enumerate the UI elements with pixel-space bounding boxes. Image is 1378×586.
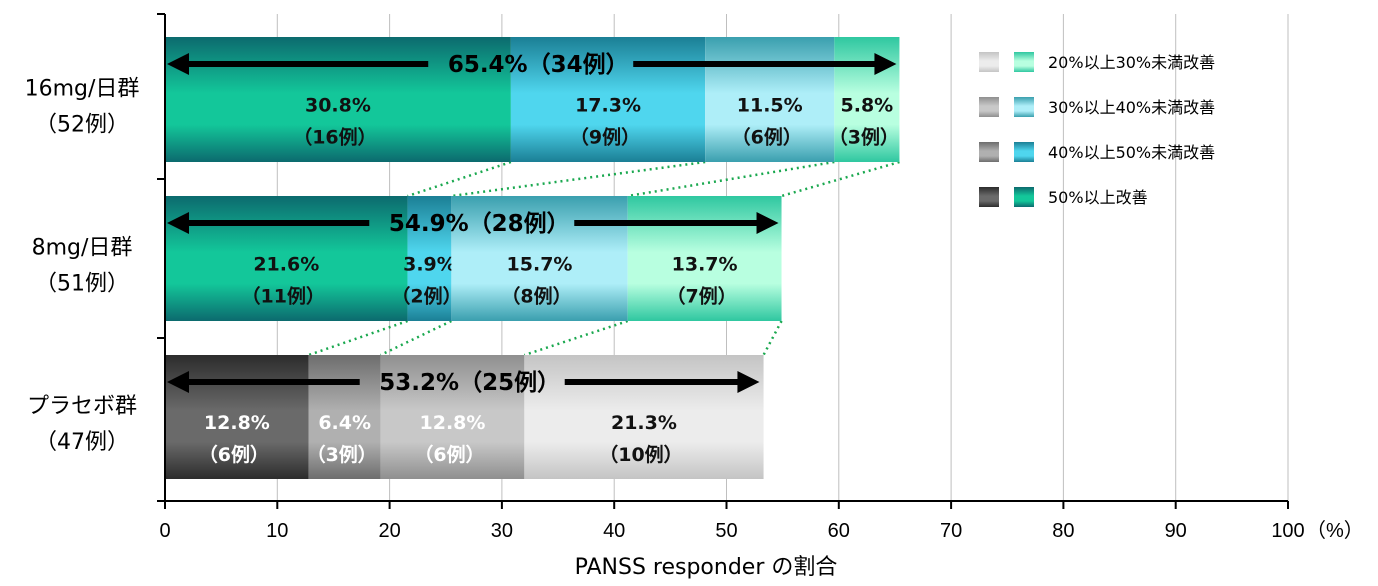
segment-count-label: （3例） [307, 443, 377, 466]
x-tick-label: 100 [1271, 520, 1304, 542]
segment-percent-label: 21.3% [611, 412, 677, 434]
category-count-label: （52例） [35, 113, 129, 138]
segment-percent-label: 15.7% [507, 254, 573, 276]
x-tick-label: 80 [1052, 520, 1074, 542]
x-tick-label: 40 [603, 520, 625, 542]
total-arrow-right-head [874, 53, 897, 75]
total-arrow-right-head [737, 371, 760, 393]
connector-line [380, 319, 452, 357]
segment-percent-label: 13.7% [672, 254, 738, 276]
legend-label: 50%以上改善 [1048, 188, 1148, 207]
category-label: プラセボ群 [27, 394, 137, 419]
connector-line [407, 160, 512, 198]
bar-segment [407, 196, 452, 321]
x-tick-label: 30 [491, 520, 513, 542]
segment-percent-label: 12.8% [420, 412, 486, 434]
legend-swatch-gray [979, 52, 999, 72]
segment-count-label: （11例） [242, 285, 325, 308]
segment-count-label: （3例） [829, 126, 899, 149]
segment-count-label: （6例） [414, 443, 484, 466]
bar-segment [510, 37, 706, 162]
legend-swatch-gray [979, 97, 999, 117]
legend-label: 40%以上50%未満改善 [1048, 143, 1215, 162]
x-tick-label: 0 [159, 520, 170, 542]
segment-count-label: （10例） [599, 443, 682, 466]
bar-segment [165, 37, 511, 162]
category-count-label: （47例） [35, 430, 129, 455]
total-arrow-left-head [167, 53, 189, 75]
bar-segment [380, 355, 525, 479]
segment-count-label: （8例） [501, 285, 571, 308]
legend-swatch-green [1014, 97, 1034, 117]
connector-line [781, 160, 900, 198]
bar-segment [705, 37, 835, 162]
segment-count-label: （7例） [666, 285, 736, 308]
bars: 30.8% （16例） 17.3% （9例） 11.5% （6例） 5.8% （3例） 65.4… [25, 37, 900, 479]
category-count-label: （51例） [35, 272, 129, 297]
x-tick-label: 60 [828, 520, 850, 542]
x-tick-label: 10 [266, 520, 288, 542]
connector-line [523, 319, 629, 357]
x-axis-title: PANSS responder の割合 [575, 555, 838, 580]
segment-percent-label: 21.6% [253, 254, 319, 276]
segment-percent-label: 30.8% [305, 95, 371, 117]
connector-line [451, 160, 706, 198]
bar-group: 30.8% （16例） 17.3% （9例） 11.5% （6例） 5.8% （3例） 65.4… [25, 37, 900, 162]
category-label: 16mg/日群 [25, 77, 140, 102]
x-tick-label: 70 [940, 520, 962, 542]
x-tick-label: 50 [715, 520, 737, 542]
bar-segment [524, 355, 764, 479]
legend-label: 20%以上30%未満改善 [1048, 53, 1215, 72]
total-arrow-right-head [756, 212, 779, 234]
x-axis-unit: （%） [1306, 519, 1364, 542]
bar-segment [451, 196, 628, 321]
segment-percent-label: 17.3% [575, 95, 641, 117]
segment-count-label: （6例） [732, 126, 802, 149]
legend-swatch-gray [979, 142, 999, 162]
segment-percent-label: 3.9% [403, 254, 456, 276]
axes: 0 10 20 30 40 50 60 70 80 90 100 [157, 13, 1305, 542]
total-arrow-left-head [167, 371, 189, 393]
segment-count-label: （6例） [199, 443, 269, 466]
total-label: 65.4%（34例） [448, 51, 629, 78]
segment-percent-label: 11.5% [737, 95, 803, 117]
connector-line [627, 160, 835, 198]
legend: 20%以上30%未満改善 30%以上40%未満改善 40%以上50%未満改善 50%以… [979, 52, 1215, 207]
bar-segment [834, 37, 900, 162]
legend-swatch-green [1014, 52, 1034, 72]
x-tick-label: 20 [378, 520, 400, 542]
segment-count-label: （2例） [391, 285, 461, 308]
connector-line [762, 320, 783, 356]
bar-segment [308, 355, 381, 479]
total-label: 54.9%（28例） [389, 210, 570, 237]
segment-percent-label: 12.8% [204, 412, 270, 434]
bar-segment [165, 196, 408, 321]
segment-percent-label: 5.8% [841, 95, 894, 117]
total-arrow-left-head [167, 212, 189, 234]
connector-lines [308, 160, 900, 357]
legend-swatch-green [1014, 142, 1034, 162]
bar-group: 21.6% （11例） 3.9% （2例） 15.7% （8例） 13.7% （7例） 54.9… [32, 196, 782, 321]
total-label: 53.2%（25例） [379, 369, 560, 396]
bar-segment [627, 196, 782, 321]
connector-line [308, 319, 408, 357]
x-tick-label: 90 [1165, 520, 1187, 542]
segment-percent-label: 6.4% [318, 412, 371, 434]
legend-swatch-green [1014, 187, 1034, 207]
category-label: 8mg/日群 [32, 236, 133, 261]
legend-swatch-gray [979, 187, 999, 207]
segment-count-label: （9例） [570, 126, 640, 149]
bar-group: 12.8% （6例） 6.4% （3例） 12.8% （6例） 21.3% （10例） 53.2… [27, 355, 764, 479]
segment-count-label: （16例） [293, 126, 376, 149]
legend-label: 30%以上40%未満改善 [1048, 98, 1215, 117]
